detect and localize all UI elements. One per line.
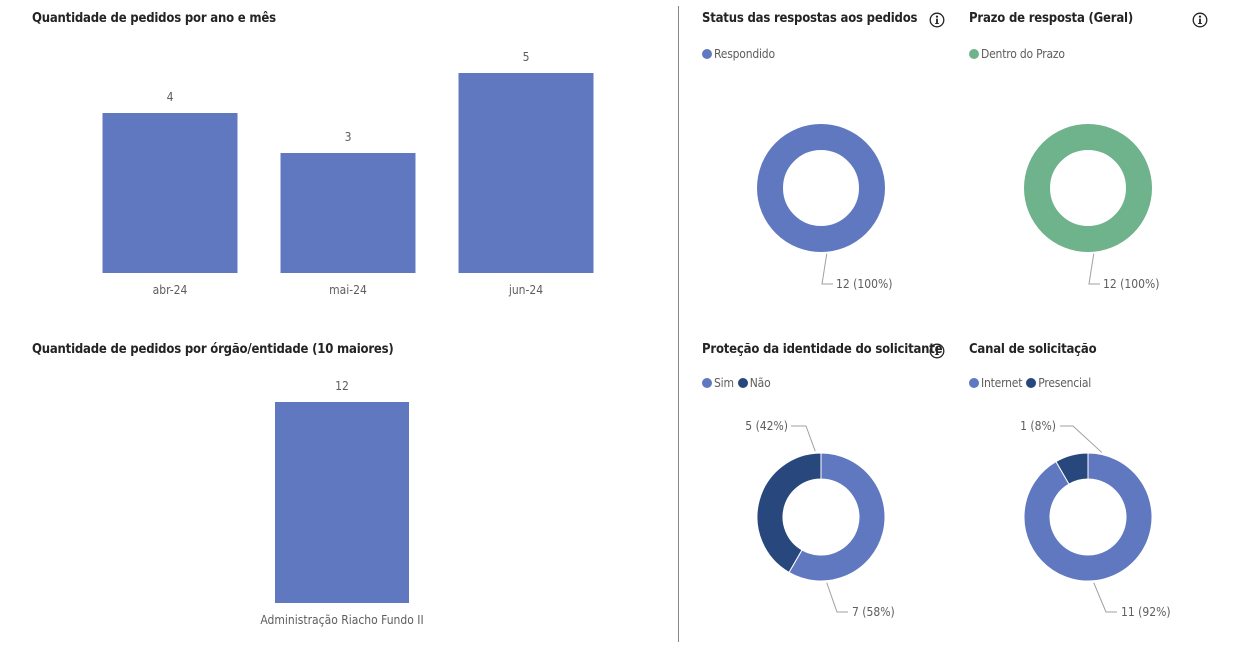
legend-identidade: Sim Não <box>702 376 774 390</box>
chart-title-canal: Canal de solicitação <box>969 342 1097 357</box>
x-tick-label: jun-24 <box>508 283 543 297</box>
legend-item[interactable]: Respondido <box>702 47 775 61</box>
leader-line <box>821 253 833 285</box>
legend-dot <box>737 378 748 388</box>
x-tick-label: Administração Riacho Fundo II <box>260 613 423 627</box>
leader-line <box>1093 582 1117 613</box>
bar[interactable] <box>275 402 409 603</box>
bar[interactable] <box>102 113 238 273</box>
leader-line <box>826 582 848 613</box>
legend-dot <box>969 49 979 59</box>
bar-value-label: 3 <box>345 130 352 144</box>
legend-item[interactable]: Dentro do Prazo <box>969 47 1065 61</box>
legend-item[interactable]: Sim <box>702 376 734 390</box>
legend-label: Dentro do Prazo <box>981 47 1065 61</box>
leader-line <box>1088 253 1100 285</box>
chart-title-identidade: Proteção da identidade do solicitante <box>702 342 943 357</box>
legend-status: Respondido <box>702 47 779 61</box>
leader-line <box>1060 425 1103 453</box>
legend-dot <box>702 49 712 59</box>
data-label: 5 (42%) <box>745 419 788 433</box>
donut-slice[interactable] <box>1055 452 1089 485</box>
info-icon-prazo[interactable] <box>1192 12 1208 28</box>
legend-dot <box>969 378 979 388</box>
donut-slice[interactable] <box>1024 124 1152 252</box>
data-label: 11 (92%) <box>1121 605 1171 619</box>
legend-label: Internet <box>981 376 1023 390</box>
info-icon-status[interactable] <box>929 12 945 28</box>
legend-label: Respondido <box>714 47 775 61</box>
legend-label: Presencial <box>1038 376 1092 390</box>
chart-title-status: Status das respostas aos pedidos <box>702 11 918 26</box>
bar-value-label: 12 <box>335 379 349 393</box>
legend-label: Sim <box>714 376 734 390</box>
bar[interactable] <box>458 73 594 273</box>
x-tick-label: abr-24 <box>153 283 188 297</box>
bar-value-label: 4 <box>167 90 174 104</box>
data-label: 1 (8%) <box>1020 419 1056 433</box>
legend-dot <box>1026 378 1037 388</box>
donut-slice[interactable] <box>788 452 886 582</box>
legend-item[interactable]: Presencial <box>1026 376 1091 390</box>
legend-label: Não <box>749 376 771 390</box>
vertical-divider <box>678 6 679 642</box>
leader-line <box>791 425 816 452</box>
chart-title-by-org: Quantidade de pedidos por órgão/entidade… <box>32 342 394 357</box>
chart-title-prazo: Prazo de resposta (Geral) <box>969 11 1133 26</box>
x-tick-label: mai-24 <box>329 283 367 297</box>
data-label: 12 (100%) <box>836 277 892 291</box>
donut-slice[interactable] <box>756 452 822 574</box>
donut-slice[interactable] <box>757 124 885 252</box>
data-label: 7 (58%) <box>852 605 895 619</box>
bar-value-label: 5 <box>523 50 530 64</box>
data-label: 12 (100%) <box>1103 277 1159 291</box>
legend-item[interactable]: Não <box>737 376 771 390</box>
donut-slice[interactable] <box>1023 452 1153 582</box>
bar[interactable] <box>280 153 416 273</box>
legend-canal: Internet Presencial <box>969 376 1095 390</box>
info-icon-identidade[interactable] <box>929 343 945 359</box>
legend-item[interactable]: Internet <box>969 376 1022 390</box>
legend-prazo: Dentro do Prazo <box>969 47 1069 61</box>
chart-title-by-month: Quantidade de pedidos por ano e mês <box>32 11 276 26</box>
legend-dot <box>702 378 712 388</box>
